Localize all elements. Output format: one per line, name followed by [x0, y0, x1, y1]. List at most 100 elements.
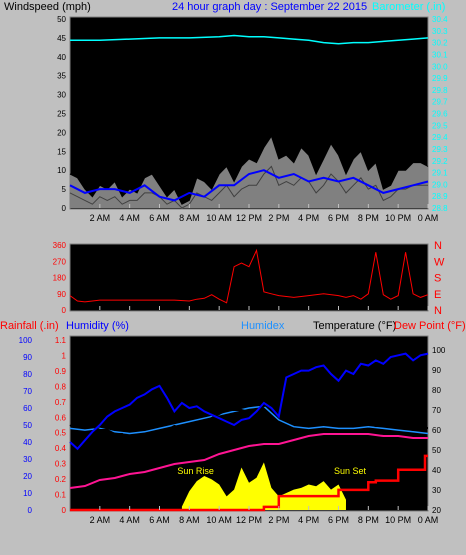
rainfall-y-tick-label: 1 [62, 351, 67, 360]
x-tick-label: 4 AM [119, 213, 140, 223]
wind-chart: 0 5 10 15 20 25 30 35 40 45 50 28.8 28.9 29.0 29.1 29.2… [57, 15, 448, 223]
rainfall-series [70, 454, 428, 512]
barometer-tick-label: 30.2 [432, 39, 448, 48]
humidity-y-tick-label: 50 [23, 421, 32, 430]
compass-tick-label: E [434, 289, 441, 301]
rainfall-y-tick-label: 0.5 [55, 429, 67, 438]
barometer-tick-label: 29.1 [432, 169, 448, 178]
x-tick-label: 8 AM [179, 515, 200, 525]
rainfall-y-tick-label: 0.7 [55, 398, 67, 407]
temperature-tick-label: 80 [432, 386, 441, 395]
graph-title: 24 hour graph day : September 22 2015 [172, 1, 367, 13]
barometer-label: Barometer (.in) [372, 1, 445, 13]
x-tick-label: 0 AM [418, 213, 439, 223]
rainfall-y-tick-label: 0.6 [55, 413, 67, 422]
x-tick-label: 8 AM [179, 213, 200, 223]
humidity-y-tick-label: 90 [23, 353, 32, 362]
humidity-temperature-chart: 0 10 20 30 40 50 60 70 80 90 100 0 0.1 0.2 0.3 0.4 0.5 0.… [19, 336, 446, 525]
x-tick-label: 6 AM [149, 515, 170, 525]
temperature-tick-label: 50 [432, 446, 441, 455]
direction-y-tick-label: 360 [53, 241, 67, 250]
gust-series [70, 136, 428, 208]
wind-y-tick-label: 30 [57, 91, 66, 100]
humidity-y-tick-label: 80 [23, 370, 32, 379]
temperature-tick-label: 60 [432, 426, 441, 435]
x-tick-label: 2 PM [268, 213, 289, 223]
x-tick-label: 10 PM [385, 515, 411, 525]
temperature-tick-label: 70 [432, 406, 441, 415]
barometer-tick-label: 29.5 [432, 121, 448, 130]
x-tick-label: 0 AM [418, 515, 439, 525]
rainfall-y-tick-label: 1.1 [55, 336, 67, 345]
barometer-tick-label: 28.9 [432, 192, 448, 201]
wind-y-tick-label: 5 [62, 185, 67, 194]
humidity-y-tick-label: 20 [23, 472, 32, 481]
wind-speed-series [69, 165, 428, 209]
x-tick-label: 12 PM [236, 515, 262, 525]
windspeed-label: Windspeed (mph) [4, 1, 91, 13]
humidity-y-tick-label: 100 [19, 336, 33, 345]
wind-y-tick-label: 10 [57, 166, 66, 175]
barometer-tick-label: 29.4 [432, 133, 448, 142]
gust-outline-series [69, 135, 429, 205]
wind-y-tick-label: 25 [57, 110, 66, 119]
dewpoint-label: Dew Point (°F) [394, 320, 466, 332]
barometer-tick-label: 29.0 [432, 180, 448, 189]
rainfall-y-tick-label: 0.9 [55, 367, 67, 376]
temperature-series [69, 402, 428, 442]
x-tick-label: 2 PM [268, 515, 289, 525]
x-tick-label: 10 AM [206, 213, 232, 223]
barometer-tick-label: 30.4 [432, 15, 448, 24]
dew-point-series [69, 433, 428, 489]
temperature-tick-label: 40 [432, 466, 441, 475]
barometer-series [70, 34, 429, 45]
barometer-tick-label: 28.8 [432, 204, 448, 213]
barometer-tick-label: 30.1 [432, 50, 448, 59]
barometer-tick-label: 29.6 [432, 110, 448, 119]
barometer-tick-label: 29.3 [432, 145, 448, 154]
humidity-y-tick-label: 40 [23, 438, 32, 447]
wind-y-tick-label: 0 [62, 204, 67, 213]
rainfall-y-tick-label: 0.8 [55, 382, 67, 391]
humidity-y-tick-label: 0 [28, 506, 33, 515]
rainfall-label: Rainfall (.in) [0, 320, 59, 332]
wind-y-tick-label: 20 [57, 128, 66, 137]
barometer-tick-label: 29.7 [432, 98, 448, 107]
direction-y-tick-label: 270 [53, 257, 67, 266]
rainfall-y-tick-label: 0.1 [55, 491, 67, 500]
humidity-y-tick-label: 60 [23, 404, 32, 413]
temperature-tick-label: 20 [432, 506, 441, 515]
compass-tick-label: N [434, 240, 442, 252]
humidity-y-tick-label: 10 [23, 489, 32, 498]
wind-y-tick-label: 45 [57, 34, 66, 43]
humidity-y-tick-label: 30 [23, 455, 32, 464]
solar-series [181, 462, 346, 510]
barometer-tick-label: 29.9 [432, 74, 448, 83]
average-wind-series [69, 169, 429, 202]
x-tick-label: 6 AM [149, 213, 170, 223]
barometer-tick-label: 30.3 [432, 27, 448, 36]
compass-tick-label: S [434, 273, 441, 285]
temperature-tick-label: 100 [432, 346, 446, 355]
barometer-tick-label: 30.0 [432, 62, 448, 71]
sun-set-label: Sun Set [334, 466, 367, 476]
x-tick-label: 4 PM [298, 515, 319, 525]
humidity-series [69, 352, 429, 451]
wind-y-tick-label: 40 [57, 53, 66, 62]
compass-tick-label: W [434, 256, 445, 268]
humidex-label: Humidex [241, 320, 285, 332]
x-tick-label: 8 PM [358, 515, 379, 525]
compass-tick-label: N [434, 305, 442, 317]
rainfall-y-tick-label: 0.2 [55, 475, 67, 484]
direction-y-tick-label: 0 [62, 306, 67, 315]
direction-plot-area [69, 243, 429, 312]
temperature-tick-label: 90 [432, 366, 441, 375]
humidity-y-tick-label: 70 [23, 387, 32, 396]
x-tick-label: 12 PM [236, 213, 262, 223]
barometer-tick-label: 29.2 [432, 157, 448, 166]
temperature-label: Temperature (°F) [313, 320, 396, 332]
x-tick-label: 2 AM [90, 213, 111, 223]
x-tick-label: 10 AM [206, 515, 232, 525]
